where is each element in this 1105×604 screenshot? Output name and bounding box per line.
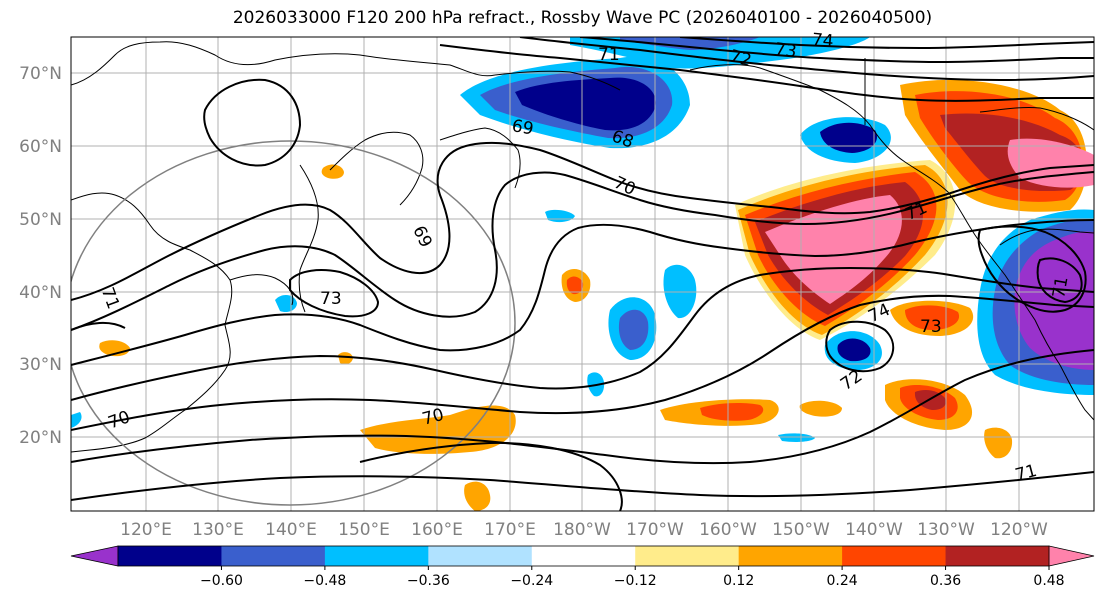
lat-label-70n: 70°N <box>19 64 62 84</box>
negative-anomaly-dateline <box>663 264 697 319</box>
lon-label-120e: 120°E <box>120 520 172 540</box>
colorbar-tick-label: 0.36 <box>930 573 961 589</box>
colorbar-extend-right <box>1048 545 1095 567</box>
range-ring <box>71 140 516 506</box>
positive-anomaly-midway <box>799 400 842 417</box>
lat-label-50n: 50°N <box>19 210 62 230</box>
longitude-labels: 120°E 130°E 140°E 150°E 160°E 170°E 180°… <box>120 520 1048 540</box>
positive-anomaly-us-south <box>984 427 1013 459</box>
latitude-labels: 70°N 60°N 50°N 40°N 30°N 20°N <box>19 64 62 448</box>
negative-anomaly-hawaii-north-navy <box>837 338 871 362</box>
positive-anomaly-central-pacific-red <box>566 276 584 295</box>
colorbar-segment <box>842 546 947 566</box>
colorbar-extend-left <box>70 545 119 567</box>
lon-label-130w: 130°W <box>917 520 975 540</box>
lon-label-140e: 140°E <box>265 520 317 540</box>
colorbar: −0.60 −0.48 −0.36 −0.24 −0.12 0.12 0.24 0.36 0.4… <box>70 545 1095 589</box>
contour-label: 73 <box>920 317 942 337</box>
map-title: 2026033000 F120 200 hPa refract., Rossby… <box>232 8 933 28</box>
colorbar-segment <box>118 546 222 566</box>
negative-anomaly-okhotsk-navy <box>515 77 656 131</box>
colorbar-tick-label: −0.48 <box>303 573 346 589</box>
map-content <box>71 37 1094 511</box>
contour-label: 71 <box>598 45 620 65</box>
height-contours <box>71 37 1094 511</box>
positive-anomaly-nw-canada-pink <box>1007 138 1094 188</box>
colorbar-segment <box>738 546 843 566</box>
colorbar-tick-label: −0.12 <box>614 573 657 589</box>
colorbar-segment <box>635 546 740 566</box>
positive-anomaly-subtropical-150w-red <box>700 403 764 421</box>
lat-label-60n: 60°N <box>19 137 62 157</box>
negative-anomaly-south-east-asia <box>71 412 82 428</box>
lon-label-160e: 160°E <box>411 520 463 540</box>
colorbar-tick-label: −0.36 <box>407 573 450 589</box>
lat-label-20n: 20°N <box>19 428 62 448</box>
contour-label: 74 <box>811 30 834 52</box>
coastlines <box>71 41 1094 453</box>
shaded-fields <box>71 37 1094 511</box>
colorbar-tick-label: −0.24 <box>510 573 553 589</box>
negative-anomaly-hawaii <box>778 433 815 442</box>
map-frame <box>70 36 1095 512</box>
lon-label-120w: 120°W <box>990 520 1048 540</box>
colorbar-segment <box>428 546 533 566</box>
lon-label-140w: 140°W <box>845 520 903 540</box>
colorbar-segment <box>221 546 326 566</box>
lon-label-150e: 150°E <box>338 520 390 540</box>
positive-anomaly-30n-150e <box>338 352 353 365</box>
lat-label-30n: 30°N <box>19 355 62 375</box>
negative-anomaly-alaska-navy <box>820 122 878 153</box>
lon-label-160w: 160°W <box>699 520 757 540</box>
contour-label: 73 <box>774 39 798 62</box>
colorbar-tick-label: 0.24 <box>827 573 858 589</box>
lon-label-130e: 130°E <box>192 520 244 540</box>
colorbar-segment <box>324 546 429 566</box>
colorbar-segment <box>945 546 1050 566</box>
colorbar-tick-label: 0.48 <box>1033 573 1064 589</box>
lon-label-180w: 180°W <box>553 520 611 540</box>
colorbar-tick-label: 0.12 <box>723 573 754 589</box>
contour-label: 71 <box>1049 275 1072 300</box>
colorbar-outline <box>117 545 1050 567</box>
contour-label: 73 <box>320 289 342 309</box>
positive-anomaly-west-pacific <box>464 481 491 511</box>
colorbar-tick-label: −0.60 <box>200 573 243 589</box>
lon-label-170w: 170°W <box>626 520 684 540</box>
negative-anomaly-us-west-purple <box>1014 231 1094 370</box>
lon-label-150w: 150°W <box>772 520 830 540</box>
contour-label: 69 <box>510 116 535 139</box>
positive-anomaly-kuril <box>321 164 344 179</box>
positive-anomaly-gulf-alaska-pink <box>765 195 902 304</box>
negative-anomaly-central-pacific-blue <box>618 309 649 350</box>
colorbar-segment <box>531 546 636 566</box>
positive-anomaly-subtropical-170e <box>360 405 516 454</box>
lat-label-40n: 40°N <box>19 283 62 303</box>
lon-label-170e: 170°E <box>484 520 536 540</box>
